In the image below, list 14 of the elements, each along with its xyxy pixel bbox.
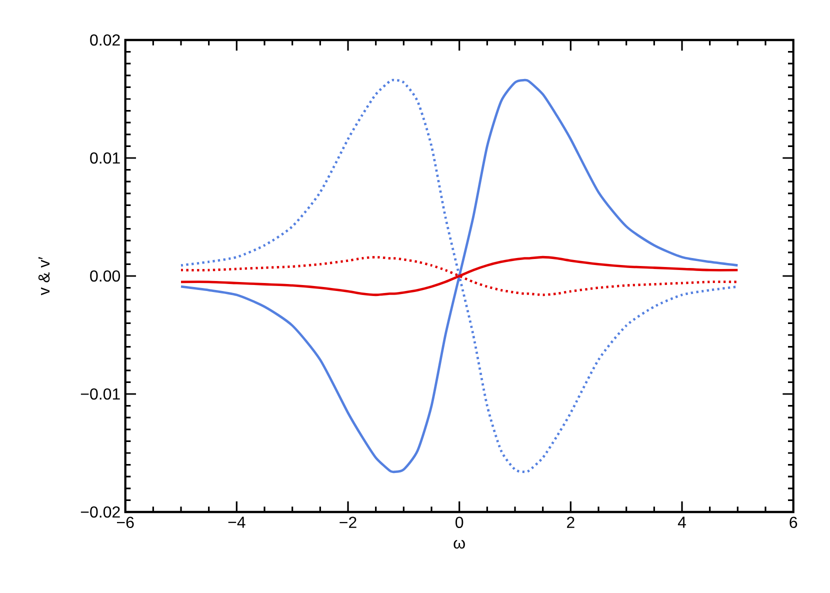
y-tick-label: −0.01	[80, 388, 120, 400]
y-axis-title: v & v′	[38, 257, 50, 296]
y-tick-label: 0.00	[90, 270, 120, 282]
x-tick-label: 0	[456, 516, 464, 528]
x-tick-label: 6	[790, 516, 798, 528]
x-tick-label: −2	[340, 516, 356, 528]
x-axis-title: ω	[454, 540, 465, 549]
y-tick-label: 0.01	[90, 152, 120, 164]
x-tick-label: 2	[567, 516, 574, 528]
y-tick-label: −0.02	[80, 506, 120, 518]
y-tick-label: 0.02	[90, 34, 120, 46]
x-tick-label: 4	[678, 516, 686, 528]
x-tick-label: −6	[117, 516, 134, 528]
x-tick-label: −4	[228, 516, 246, 528]
